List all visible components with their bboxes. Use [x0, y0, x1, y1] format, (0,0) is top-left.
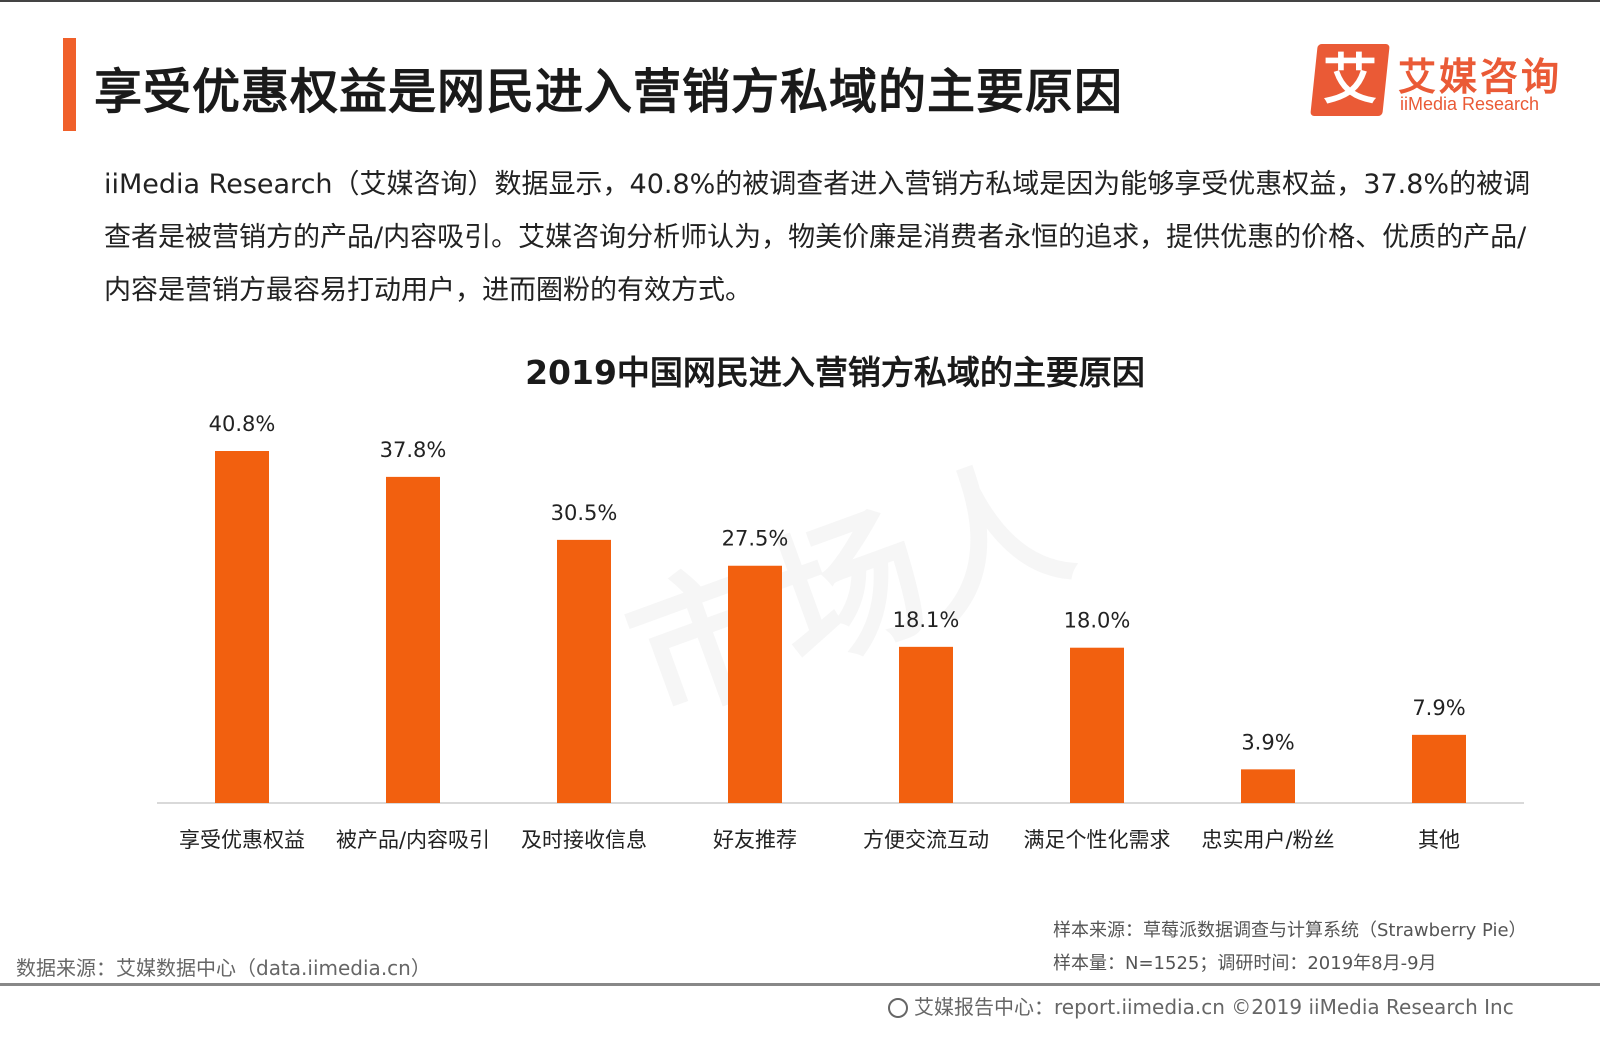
logo-badge-char: 艾 [1323, 48, 1377, 111]
category-label: 方便交流互动 [863, 828, 989, 852]
category-label: 及时接收信息 [521, 828, 647, 852]
category-label: 被产品/内容吸引 [336, 828, 490, 852]
page-title: 享受优惠权益是网民进入营销方私域的主要原因 [94, 64, 1124, 120]
bar-8 [1412, 734, 1466, 803]
category-label: 忠实用户/粉丝 [1201, 828, 1334, 852]
bar-value-label: 18.1% [893, 608, 960, 632]
bar-value-label: 27.5% [722, 527, 789, 551]
sample-source: 样本来源：草莓派数据调查与计算系统（Strawberry Pie） [1053, 920, 1527, 941]
globe-icon [888, 998, 908, 1018]
summary-paragraph: iiMedia Research（艾媒咨询）数据显示，40.8%的被调查者进入营… [104, 169, 1531, 306]
title-accent-bar [63, 38, 76, 131]
bar-value-label: 3.9% [1241, 730, 1294, 754]
bar-4 [728, 565, 782, 803]
data-source: 数据来源：艾媒数据中心（data.iimedia.cn） [16, 956, 431, 980]
category-label: 满足个性化需求 [1024, 828, 1171, 852]
logo-english-name: iiMedia Research [1400, 94, 1540, 114]
category-label: 其他 [1418, 828, 1460, 852]
footer-divider [0, 983, 1600, 986]
footer-copyright-text: 艾媒报告中心：report.iimedia.cn ©2019 iiMedia R… [914, 995, 1514, 1019]
top-border-line [0, 0, 1600, 2]
bar-value-label: 18.0% [1064, 609, 1131, 633]
footer-copyright: 艾媒报告中心：report.iimedia.cn ©2019 iiMedia R… [888, 991, 1514, 1020]
bar-3 [557, 539, 611, 803]
bar-6 [1070, 647, 1124, 803]
bar-value-label: 37.8% [380, 438, 447, 462]
sample-size: 样本量：N=1525；调研时间：2019年8月-9月 [1053, 953, 1437, 974]
bar-value-label: 40.8% [209, 412, 276, 436]
brand-logo: 艾 艾媒咨询 iiMedia Research [1310, 44, 1574, 122]
bar-1 [215, 451, 269, 803]
bar-value-label: 7.9% [1412, 696, 1465, 720]
bar-value-label: 30.5% [551, 501, 618, 525]
bar-2 [386, 476, 440, 803]
category-label: 好友推荐 [713, 828, 797, 852]
category-label: 享受优惠权益 [179, 828, 305, 852]
bar-7 [1241, 769, 1295, 803]
chart-title: 2019中国网民进入营销方私域的主要原因 [525, 353, 1145, 392]
bar-5 [899, 646, 953, 803]
logo-chinese-name: 艾媒咨询 [1398, 55, 1563, 99]
